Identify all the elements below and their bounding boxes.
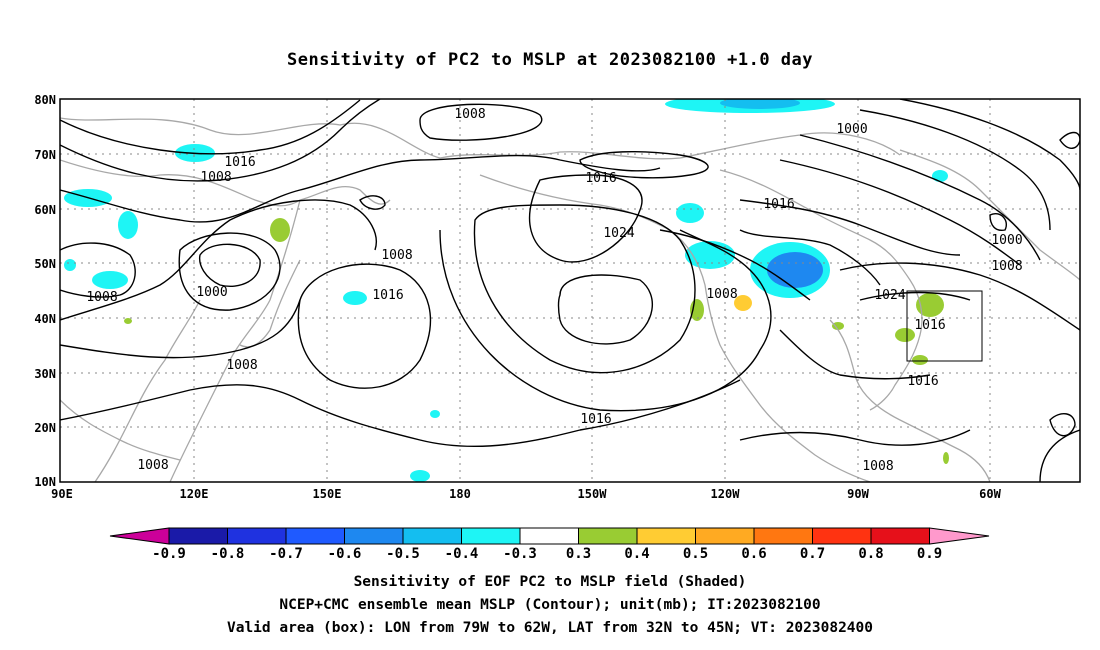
colorbar-label: 0.7 <box>800 546 825 562</box>
lat-tick-label: 40N <box>34 312 56 326</box>
lon-tick-label: 90E <box>51 487 73 501</box>
contour-label: 1016 <box>763 197 794 212</box>
colorbar-cell <box>168 527 228 545</box>
contour-label: 1024 <box>874 288 905 303</box>
colorbar-cell <box>812 527 872 545</box>
contour-label: 1016 <box>580 412 611 427</box>
contour-label: 1016 <box>914 318 945 333</box>
contour-label: 1008 <box>991 259 1022 274</box>
colorbar-cell <box>636 527 696 545</box>
colorbar-label: -0.9 <box>152 546 186 562</box>
coastlines <box>60 117 1080 482</box>
mslp-contours <box>60 99 1080 482</box>
colorbar-cell <box>695 527 755 545</box>
map-title: Sensitivity of PC2 to MSLP at 2023082100… <box>286 50 813 70</box>
colorbar-label: 0.9 <box>917 546 942 562</box>
contour-label: 1008 <box>381 248 412 263</box>
colorbar-label: -0.5 <box>386 546 420 562</box>
lat-tick-label: 70N <box>34 148 56 162</box>
contour-label: 1016 <box>372 288 403 303</box>
colorbar-label: 0.3 <box>566 546 591 562</box>
colorbar-cell <box>402 527 462 545</box>
lat-tick-label: 20N <box>34 421 56 435</box>
caption-line-2: NCEP+CMC ensemble mean MSLP (Contour); u… <box>279 597 821 613</box>
contour-label: 1016 <box>585 171 616 186</box>
lat-tick-label: 50N <box>34 257 56 271</box>
contour-label: 1024 <box>603 226 634 241</box>
contour-label: 1008 <box>200 170 231 185</box>
colorbar-label: 0.6 <box>741 546 766 562</box>
contour-label: 1008 <box>86 290 117 305</box>
contour-label: 1008 <box>454 107 485 122</box>
lat-tick-label: 10N <box>34 475 56 489</box>
valid-area-box <box>906 290 983 362</box>
lon-tick-label: 60W <box>979 487 1001 501</box>
contour-label: 1000 <box>836 122 867 137</box>
colorbar-cell <box>578 527 638 545</box>
colorbar: -0.9 -0.8 -0.7 -0.6 -0.5 -0.4 -0.3 0.3 0… <box>109 527 990 562</box>
contour-label: 1008 <box>137 458 168 473</box>
lon-tick-label: 120E <box>180 487 209 501</box>
colorbar-label: 0.8 <box>858 546 883 562</box>
contour-label: 1000 <box>991 233 1022 248</box>
colorbar-label: 0.4 <box>624 546 649 562</box>
colorbar-cell <box>870 527 930 545</box>
lon-tick-label: 150E <box>313 487 342 501</box>
colorbar-label: 0.5 <box>683 546 708 562</box>
contour-label: 1016 <box>224 155 255 170</box>
colorbar-label: -0.8 <box>211 546 245 562</box>
lon-tick-label: 150W <box>578 487 608 501</box>
lon-tick-label: 120W <box>711 487 741 501</box>
colorbar-cell <box>929 527 990 545</box>
contour-label: 1000 <box>196 285 227 300</box>
colorbar-cell <box>753 527 813 545</box>
colorbar-label: -0.4 <box>445 546 479 562</box>
caption-line-3: Valid area (box): LON from 79W to 62W, L… <box>226 620 873 636</box>
map-frame <box>59 98 1081 483</box>
lon-tick-label: 180 <box>449 487 471 501</box>
lat-tick-label: 60N <box>34 203 56 217</box>
colorbar-label: -0.6 <box>328 546 362 562</box>
contour-label-layer: 1008 1016 1008 1000 1016 1008 1008 1016 … <box>86 107 1022 474</box>
caption-line-1: Sensitivity of EOF PC2 to MSLP field (Sh… <box>353 574 747 590</box>
lat-axis: 80N 70N 60N 50N 40N 30N 20N 10N <box>34 93 56 489</box>
colorbar-cell <box>461 527 521 545</box>
colorbar-cell <box>519 527 579 545</box>
colorbar-cell <box>285 527 345 545</box>
colorbar-cell <box>344 527 404 545</box>
contour-label: 1008 <box>226 358 257 373</box>
lat-tick-label: 80N <box>34 93 56 107</box>
contour-label: 1008 <box>706 287 737 302</box>
lon-axis: 90E 120E 150E 180 150W 120W 90W 60W <box>51 487 1001 501</box>
colorbar-cell <box>227 527 287 545</box>
colorbar-label: -0.3 <box>503 546 537 562</box>
lat-tick-label: 30N <box>34 367 56 381</box>
colorbar-cell <box>109 527 170 545</box>
contour-label: 1008 <box>862 459 893 474</box>
colorbar-label: -0.7 <box>269 546 303 562</box>
contour-label: 1016 <box>907 374 938 389</box>
lon-tick-label: 90W <box>847 487 869 501</box>
